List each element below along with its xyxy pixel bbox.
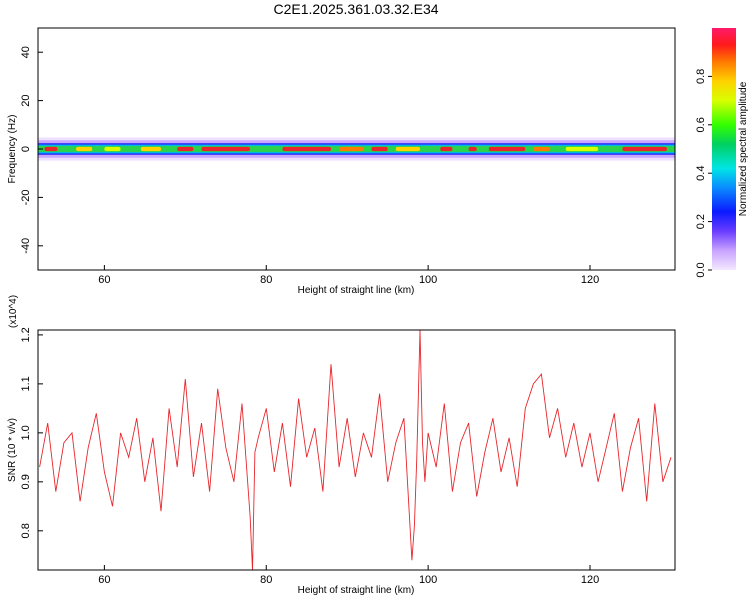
colorbar-tick-label-0.0: 0.0 xyxy=(695,262,707,277)
spectrogram-y-tick-label-0: 0 xyxy=(20,146,32,152)
snr-x-axis-label: Height of straight line (km) xyxy=(298,585,415,596)
snr-frame xyxy=(37,329,676,571)
snr-panel: 60 80 100 120 1.2 1.1 1.0 0.9 0.8 Height of str… xyxy=(7,295,676,596)
snr-y-tick-label-1.1: 1.1 xyxy=(20,376,32,391)
spectrogram-y-tick-label-40: 40 xyxy=(20,46,32,58)
colorbar: 0.0 0.2 0.4 0.6 0.8 Normalized spectral ampl… xyxy=(695,28,749,278)
colorbar-tick-label-0.6: 0.6 xyxy=(695,117,707,132)
snr-series-line xyxy=(39,330,672,570)
spectral-hot-segment xyxy=(622,146,667,152)
spectral-hot-segment xyxy=(565,146,599,152)
snr-x-tick-label-100: 100 xyxy=(419,574,437,586)
snr-x-tick-label-60: 60 xyxy=(98,574,110,586)
snr-plot-area xyxy=(38,330,675,570)
spectral-hot-segment xyxy=(488,146,526,152)
spectrogram-x-tick-label-100: 100 xyxy=(419,274,437,286)
spectral-hot-segment xyxy=(140,146,162,152)
spectrogram-x-ticks: 60 80 100 120 xyxy=(98,265,599,286)
spectral-hot-segment xyxy=(201,146,251,152)
spectral-hot-segment xyxy=(339,146,364,152)
spectrogram-panel: 60 80 100 120 40 20 0 -20 -40 Height of straigh… xyxy=(7,27,676,296)
snr-x-tick-label-120: 120 xyxy=(581,574,599,586)
spectral-hot-segment xyxy=(440,146,453,152)
spectral-hot-segment xyxy=(533,146,550,152)
spectrogram-x-tick-label-120: 120 xyxy=(581,274,599,286)
snr-y-tick-label-1.2: 1.2 xyxy=(20,327,32,342)
colorbar-ticks: 0.0 0.2 0.4 0.6 0.8 xyxy=(695,69,712,278)
spectral-hot-segment xyxy=(468,146,477,152)
snr-y-axis-label: SNR (10 * v/v) xyxy=(7,418,18,482)
spectral-hot-segment xyxy=(104,146,121,152)
colorbar-tick-label-0.4: 0.4 xyxy=(695,166,707,181)
snr-x-ticks: 60 80 100 120 xyxy=(98,565,599,586)
snr-y-scale-label: (x10^4) xyxy=(8,295,19,328)
snr-y-tick-label-0.9: 0.9 xyxy=(20,474,32,489)
snr-y-tick-label-1.0: 1.0 xyxy=(20,425,32,440)
snr-x-tick-label-80: 80 xyxy=(260,574,272,586)
spectrogram-x-tick-label-80: 80 xyxy=(260,274,272,286)
spectrogram-y-axis-label: Frequency (Hz) xyxy=(7,115,18,184)
spectral-hot-segment xyxy=(44,146,58,152)
spectral-hot-segment xyxy=(282,146,332,152)
spectrogram-y-ticks: 40 20 0 -20 -40 xyxy=(20,46,43,254)
spectrogram-x-tick-label-60: 60 xyxy=(98,274,110,286)
spectrogram-y-tick-label-20: 20 xyxy=(20,94,32,106)
spectrogram-y-tick-label--20: -20 xyxy=(20,189,32,205)
spectral-band xyxy=(38,137,675,161)
spectrogram-x-axis-label: Height of straight line (km) xyxy=(298,285,415,296)
chart-title: C2E1.2025.361.03.32.E34 xyxy=(273,1,438,17)
spectral-hot-segment xyxy=(371,146,388,152)
colorbar-tick-label-0.8: 0.8 xyxy=(695,69,707,84)
spectral-hot-segment xyxy=(177,146,194,152)
spectrogram-y-tick-label--40: -40 xyxy=(20,238,32,254)
colorbar-gradient xyxy=(712,28,736,270)
colorbar-label: Normalized spectral amplitude xyxy=(738,81,749,216)
snr-y-tick-label-0.8: 0.8 xyxy=(20,523,32,538)
snr-y-ticks: 1.2 1.1 1.0 0.9 0.8 xyxy=(20,327,43,538)
colorbar-tick-label-0.2: 0.2 xyxy=(695,214,707,229)
spectral-hot-segment xyxy=(76,146,93,152)
spectral-hot-segment xyxy=(395,146,421,152)
